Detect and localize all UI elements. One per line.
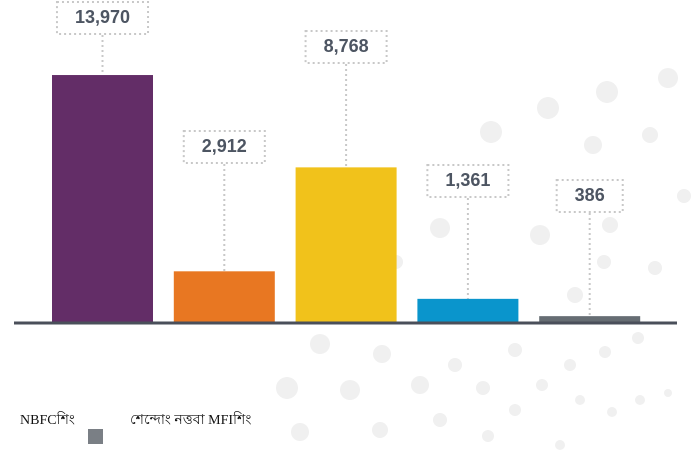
value-label: 2,912 <box>202 136 247 156</box>
bar <box>173 271 275 323</box>
label-box <box>304 30 388 64</box>
label-box <box>182 130 266 164</box>
bar <box>417 298 519 323</box>
bar <box>539 316 641 323</box>
value-label: 1,361 <box>445 170 490 190</box>
value-label: 386 <box>575 185 605 205</box>
label-box <box>55 1 150 35</box>
value-label: 8,768 <box>324 36 369 56</box>
label-box <box>426 164 510 198</box>
bar <box>295 167 397 323</box>
legend-label: শেন্দোং নত্তবা MFIশিং <box>130 411 251 428</box>
decoration <box>276 68 691 450</box>
legend-marker <box>88 429 103 444</box>
bar <box>52 75 153 323</box>
value-label: 13,970 <box>75 7 130 27</box>
label-box <box>555 179 624 213</box>
legend-label: NBFCশিং <box>20 411 75 428</box>
